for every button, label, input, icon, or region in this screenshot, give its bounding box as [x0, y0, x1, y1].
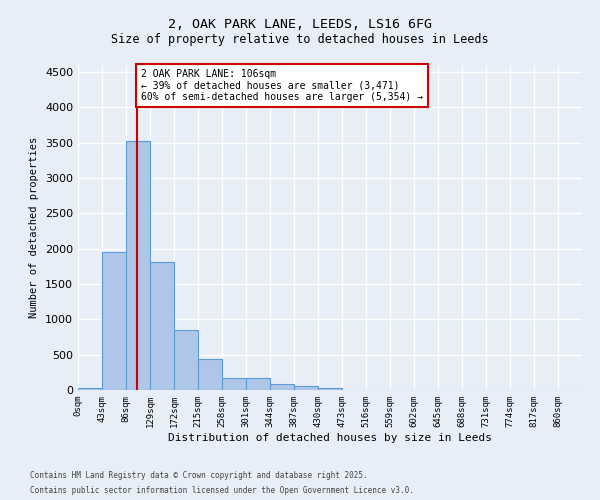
Bar — [246, 378, 270, 390]
Bar — [150, 262, 174, 390]
Bar — [318, 388, 342, 390]
Bar — [126, 142, 150, 390]
Bar — [270, 384, 294, 390]
Y-axis label: Number of detached properties: Number of detached properties — [29, 137, 40, 318]
Text: Contains HM Land Registry data © Crown copyright and database right 2025.: Contains HM Land Registry data © Crown c… — [30, 471, 368, 480]
Text: 2 OAK PARK LANE: 106sqm
← 39% of detached houses are smaller (3,471)
60% of semi: 2 OAK PARK LANE: 106sqm ← 39% of detache… — [141, 68, 423, 102]
Bar — [78, 388, 102, 390]
Text: Size of property relative to detached houses in Leeds: Size of property relative to detached ho… — [111, 32, 489, 46]
Bar — [174, 330, 198, 390]
Bar — [294, 386, 318, 390]
Bar — [222, 378, 246, 390]
Text: 2, OAK PARK LANE, LEEDS, LS16 6FG: 2, OAK PARK LANE, LEEDS, LS16 6FG — [168, 18, 432, 30]
Text: Contains public sector information licensed under the Open Government Licence v3: Contains public sector information licen… — [30, 486, 414, 495]
X-axis label: Distribution of detached houses by size in Leeds: Distribution of detached houses by size … — [168, 432, 492, 442]
Bar — [198, 358, 222, 390]
Bar — [102, 252, 126, 390]
